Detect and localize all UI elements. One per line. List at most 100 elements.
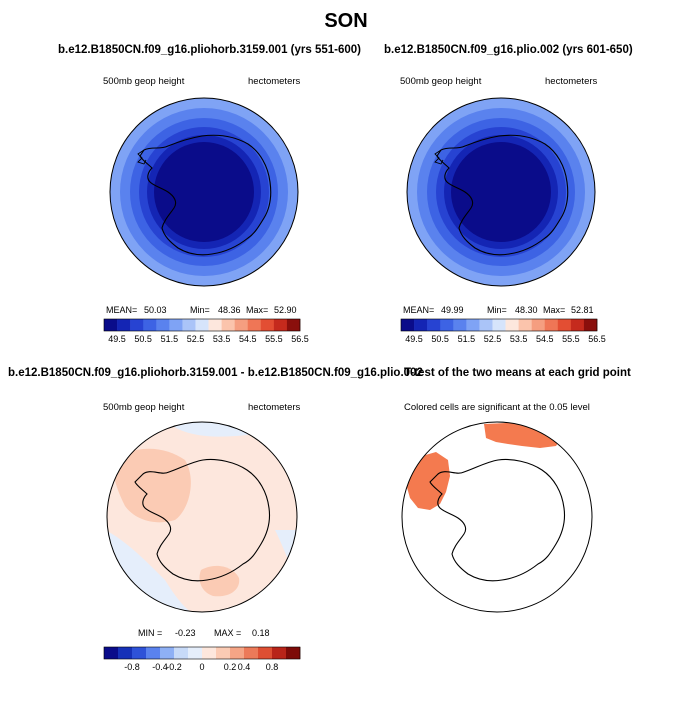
colorbar-swatch	[182, 319, 196, 331]
colorbar-swatch	[440, 319, 454, 331]
colorbar-swatch	[221, 319, 235, 331]
colorbar-tick-label: 51.5	[457, 334, 476, 344]
panel-2-units-label: hectometers	[545, 76, 598, 87]
colorbar-tick-label: -0.2	[166, 662, 182, 672]
panel-2-min-label: Min=	[487, 305, 507, 315]
panel-3-min-label: MIN =	[138, 628, 163, 638]
colorbar-swatch	[118, 647, 133, 659]
colorbar-swatch	[531, 319, 546, 331]
colorbar-tick-label: 0	[199, 662, 205, 672]
panel-3-max-label: MAX =	[214, 628, 242, 638]
panel-2-map	[406, 97, 596, 287]
colorbar-swatch	[401, 319, 415, 331]
panel-3-min-value: -0.23	[175, 628, 196, 638]
colorbar-swatch	[195, 319, 209, 331]
colorbar-swatch	[130, 319, 144, 331]
panel-1-units-label: hectometers	[248, 76, 301, 87]
colorbar-swatch	[583, 319, 598, 331]
colorbar-tick-label: 52.5	[483, 334, 502, 344]
colorbar-swatch	[492, 319, 506, 331]
colorbar-tick-label: 56.5	[291, 334, 309, 344]
panel-1-colorbar	[103, 318, 301, 332]
panel-3-title: b.e12.B1850CN.f09_g16.pliohorb.3159.001 …	[8, 367, 423, 379]
colorbar-tick-label: 50.5	[134, 334, 152, 344]
colorbar-tick-label: 53.5	[212, 334, 231, 344]
colorbar-swatch	[479, 319, 493, 331]
colorbar-swatch	[505, 319, 519, 331]
colorbar-tick-label: 49.5	[405, 334, 423, 344]
colorbar-swatch	[146, 647, 161, 659]
panel-1-variable-label: 500mb geop height	[103, 76, 185, 87]
colorbar-border	[103, 646, 301, 660]
colorbar-swatch	[570, 319, 585, 331]
colorbar-tick-label: 54.5	[535, 334, 554, 344]
ttest-significant-cell-north	[484, 422, 560, 448]
panel-4-map	[401, 421, 593, 613]
colorbar-swatch	[466, 319, 480, 331]
colorbar-tick-label: 0.8	[265, 662, 279, 672]
colorbar-swatch	[518, 319, 532, 331]
colorbar-tick-label: 50.5	[431, 334, 449, 344]
colorbar-swatch	[272, 647, 287, 659]
colorbar-tick-label: 53.5	[509, 334, 528, 344]
colorbar-swatch	[104, 647, 119, 659]
colorbar-tick-label: 0.4	[237, 662, 251, 672]
panel-2-min-value: 48.30	[515, 305, 538, 315]
page-title: SON	[324, 10, 368, 32]
panel-3-colorbar-ticks: -0.8 -0.4 -0.2 0 0.2 0.4 0.8	[104, 662, 300, 674]
colorbar-swatch	[557, 319, 572, 331]
colorbar-tick-label: 55.5	[265, 334, 283, 344]
colorbar-tick-label: 55.5	[562, 334, 580, 344]
colorbar-tick-label: -0.4	[152, 662, 168, 672]
panel-1-max-value: 52.90	[274, 305, 297, 315]
panel-1-mean-label: MEAN=	[106, 305, 138, 315]
colorbar-tick-label: 0.2	[223, 662, 237, 672]
colorbar-border	[103, 318, 301, 332]
panel-1-min-label: Min=	[190, 305, 210, 315]
panel-3-variable-label: 500mb geop height	[103, 402, 185, 413]
panel-3-units-label: hectometers	[248, 402, 301, 413]
panel-2-mean-label: MEAN=	[403, 305, 435, 315]
colorbar-swatch	[244, 647, 259, 659]
colorbar-swatch	[156, 319, 170, 331]
panel-1-mean-value: 50.03	[144, 305, 167, 315]
colorbar-swatch	[453, 319, 467, 331]
panel-3-map	[106, 421, 298, 613]
panel-2-colorbar	[400, 318, 598, 332]
colorbar-border	[400, 318, 598, 332]
panel-3-max-value: 0.18	[252, 628, 270, 638]
colorbar-swatch	[427, 319, 441, 331]
colorbar-swatch	[286, 319, 301, 331]
colorbar-tick-label: 56.5	[588, 334, 606, 344]
colorbar-swatch	[117, 319, 131, 331]
colorbar-swatch	[132, 647, 147, 659]
colorbar-swatch	[160, 647, 175, 659]
panel-2-mean-value: 49.99	[441, 305, 464, 315]
colorbar-swatch	[234, 319, 249, 331]
panel-3-colorbar	[103, 646, 301, 660]
colorbar-swatch	[258, 647, 273, 659]
ttest-significant-cell-west	[406, 452, 450, 510]
colorbar-swatch	[104, 319, 118, 331]
panel-2-max-value: 52.81	[571, 305, 594, 315]
colorbar-swatch	[216, 647, 231, 659]
panel-1-title: b.e12.B1850CN.f09_g16.pliohorb.3159.001 …	[58, 44, 361, 56]
panel-2-max-label: Max=	[543, 305, 566, 315]
colorbar-swatch	[260, 319, 275, 331]
panel-1-colorbar-ticks: 49.5 50.5 51.5 52.5 53.5 54.5 55.5 56.5	[104, 334, 308, 346]
colorbar-swatch	[544, 319, 559, 331]
colorbar-swatch	[208, 319, 222, 331]
colorbar-tick-label: 54.5	[238, 334, 257, 344]
panel-2-variable-label: 500mb geop height	[400, 76, 482, 87]
colorbar-swatch	[202, 647, 217, 659]
panel-1-max-label: Max=	[246, 305, 269, 315]
colorbar-swatch	[247, 319, 262, 331]
panel-1-min-value: 48.36	[218, 305, 241, 315]
panel-4-subtitle: Colored cells are significant at the 0.0…	[404, 402, 590, 413]
panel-1-map	[109, 97, 299, 287]
colorbar-tick-label: 51.5	[160, 334, 179, 344]
panel-2-colorbar-ticks: 49.5 50.5 51.5 52.5 53.5 54.5 55.5 56.5	[401, 334, 605, 346]
colorbar-tick-label: -0.8	[124, 662, 140, 672]
colorbar-tick-label: 49.5	[108, 334, 126, 344]
colorbar-swatch	[230, 647, 245, 659]
